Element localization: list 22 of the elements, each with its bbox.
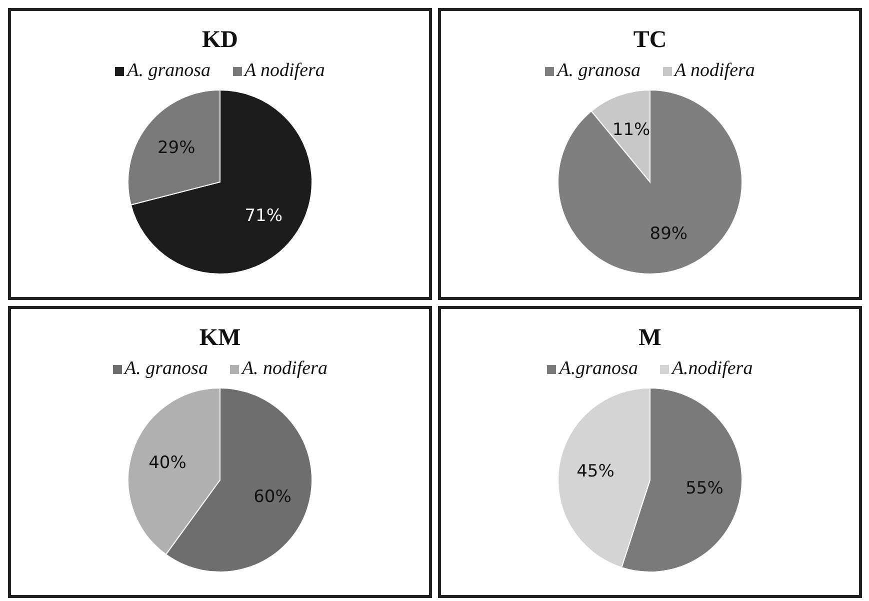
chart-title: KD [201,27,239,54]
legend-label: A nodifera [244,60,325,82]
legend-label: A. nodifera [242,358,328,380]
data-label: 40% [148,452,186,473]
chart-title: KM [198,325,242,352]
chart-title: TC [632,27,668,54]
pie-slice [558,90,742,274]
data-label: 89% [650,224,688,244]
data-label: 60% [254,487,292,508]
legend-label: A nodifera [674,60,755,82]
data-label: 71% [244,206,283,226]
data-label: 45% [576,461,614,482]
pie-slice [130,90,312,274]
data-label: 29% [157,138,196,158]
legend-label: A.nodifera [672,358,753,380]
legend-label: A. granosa [124,358,208,380]
data-label: 55% [686,478,724,499]
legend-label: A. granosa [127,60,210,82]
legend-label: A. granosa [557,60,640,82]
data-label: 11% [612,120,650,140]
chart-title: M [638,325,662,352]
legend-label: A.granosa [559,358,638,380]
